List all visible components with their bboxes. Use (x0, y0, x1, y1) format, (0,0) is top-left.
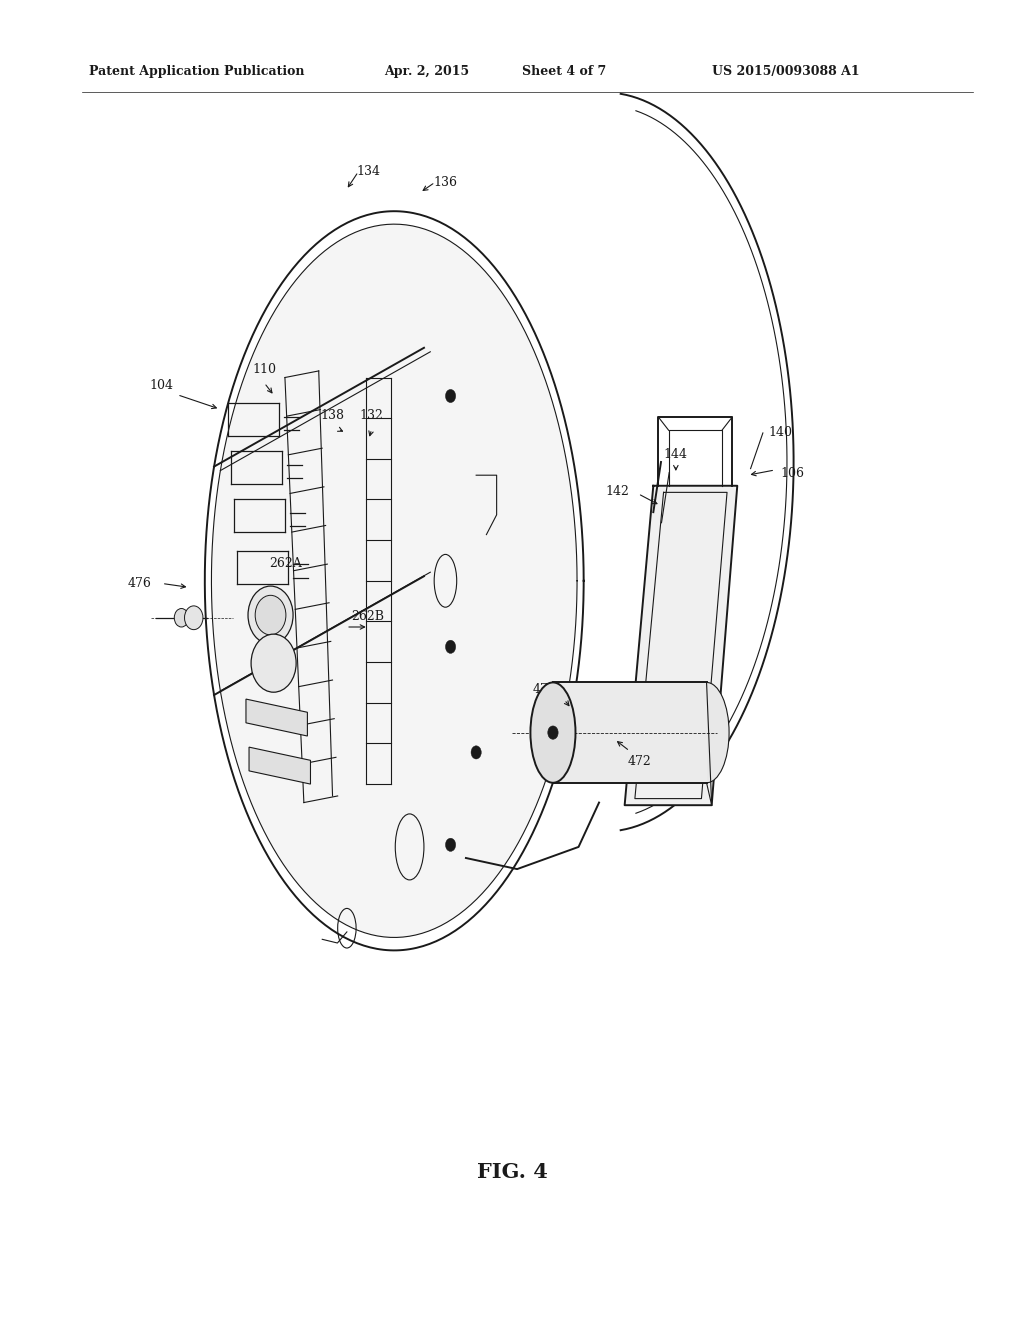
Text: 474: 474 (532, 682, 556, 696)
Text: 472: 472 (628, 755, 652, 768)
Text: Sheet 4 of 7: Sheet 4 of 7 (522, 65, 606, 78)
Text: 104: 104 (150, 379, 174, 392)
Text: 110: 110 (252, 363, 276, 376)
Text: US 2015/0093088 A1: US 2015/0093088 A1 (712, 65, 859, 78)
Text: Patent Application Publication: Patent Application Publication (89, 65, 304, 78)
Circle shape (255, 595, 286, 635)
Text: 106: 106 (780, 467, 804, 480)
Ellipse shape (530, 682, 575, 783)
Text: 136: 136 (433, 176, 458, 189)
Circle shape (548, 726, 558, 739)
Text: 142: 142 (606, 484, 630, 498)
Text: Apr. 2, 2015: Apr. 2, 2015 (384, 65, 469, 78)
Text: 144: 144 (664, 447, 688, 461)
Circle shape (445, 838, 456, 851)
Text: FIG. 4: FIG. 4 (476, 1162, 548, 1183)
Circle shape (445, 389, 456, 403)
Polygon shape (246, 700, 307, 737)
Text: 476: 476 (128, 577, 152, 590)
Circle shape (251, 634, 296, 692)
Circle shape (184, 606, 203, 630)
Text: 134: 134 (356, 165, 381, 178)
Text: 262A: 262A (269, 557, 302, 570)
Circle shape (174, 609, 188, 627)
Text: 140: 140 (768, 426, 792, 440)
Text: 132: 132 (359, 409, 384, 422)
Ellipse shape (211, 224, 578, 937)
Polygon shape (249, 747, 310, 784)
Text: 262B: 262B (351, 610, 384, 623)
Circle shape (445, 640, 456, 653)
Circle shape (471, 746, 481, 759)
Circle shape (248, 586, 293, 644)
Bar (553, 682, 707, 783)
Ellipse shape (684, 682, 729, 783)
Text: 138: 138 (321, 409, 345, 422)
Polygon shape (625, 486, 737, 805)
